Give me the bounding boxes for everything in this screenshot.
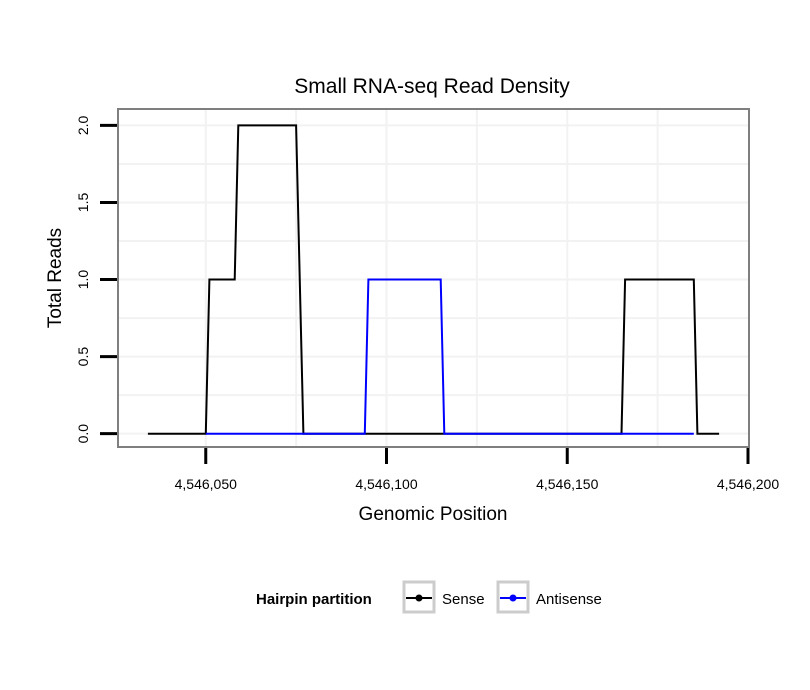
axes: 4,546,050 4,546,100 4,546,150 4,546,200 0.0 0… bbox=[75, 115, 779, 492]
legend-label-antisense: Antisense bbox=[536, 591, 602, 608]
legend: Hairpin partition Sense Antisense bbox=[256, 580, 602, 614]
legend-key-sense-point bbox=[415, 594, 423, 602]
x-tick-label: 4,546,100 bbox=[355, 476, 417, 492]
y-tick-label: 0.0 bbox=[75, 424, 91, 444]
legend-title: Hairpin partition bbox=[256, 591, 372, 608]
y-tick-label: 0.5 bbox=[75, 347, 91, 367]
grid-lines bbox=[119, 110, 748, 446]
legend-label-sense: Sense bbox=[442, 591, 485, 608]
x-tick-label: 4,546,050 bbox=[175, 476, 237, 492]
x-tick-label: 4,546,200 bbox=[717, 476, 779, 492]
series-line-sense bbox=[147, 124, 720, 435]
y-tick-label: 2.0 bbox=[75, 115, 91, 135]
legend-key-antisense-point bbox=[509, 594, 517, 602]
y-tick-label: 1.5 bbox=[75, 193, 91, 213]
series-lines bbox=[147, 124, 720, 435]
series-line-antisense bbox=[205, 278, 694, 435]
chart-title: Small RNA-seq Read Density bbox=[294, 75, 570, 98]
y-tick-label: 1.0 bbox=[75, 270, 91, 290]
y-axis-label: Total Reads bbox=[45, 228, 66, 328]
x-tick-label: 4,546,150 bbox=[536, 476, 598, 492]
plot-panel bbox=[117, 108, 750, 448]
x-axis-label: Genomic Position bbox=[359, 504, 508, 525]
